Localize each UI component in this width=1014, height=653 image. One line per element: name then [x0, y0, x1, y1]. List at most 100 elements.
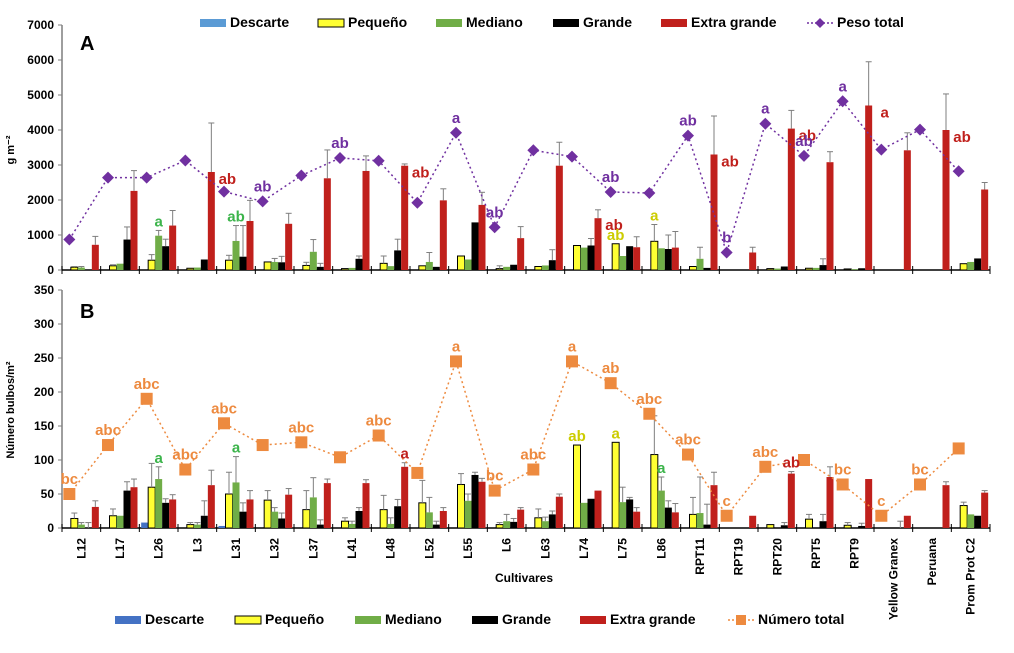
x-axis-title: Cultivares — [495, 571, 553, 585]
bar-grande — [703, 524, 711, 528]
bar-peque-o — [534, 517, 543, 529]
marker-square — [140, 392, 153, 405]
bar-extra-grande — [401, 466, 409, 528]
bar-peque-o — [263, 261, 272, 271]
bar-mediano — [580, 247, 588, 270]
marker-square — [914, 478, 926, 491]
x-tick-label: L52 — [422, 538, 436, 559]
significance-label: c — [877, 493, 885, 510]
marker-square — [488, 484, 501, 497]
bar-extra-grande — [207, 172, 215, 270]
x-tick-label: L6 — [500, 538, 514, 552]
bar-mediano — [503, 266, 511, 270]
marker-square — [566, 355, 578, 368]
marker-square — [256, 439, 269, 452]
significance-label: ab — [227, 209, 245, 226]
bar-extra-grande — [710, 485, 718, 528]
legend-swatch-extra-grande — [580, 616, 606, 624]
bar-mediano — [851, 269, 859, 270]
bar-peque-o — [186, 267, 195, 271]
bar-extra-grande — [787, 128, 795, 270]
legend-swatch-mediano — [355, 616, 381, 624]
significance-label: ab — [412, 165, 430, 182]
x-tick-label: L41 — [345, 538, 359, 559]
significance-label: abc — [752, 444, 778, 461]
bar-extra-grande — [169, 225, 177, 270]
marker-square — [798, 454, 810, 466]
x-tick-label: L31 — [229, 538, 243, 559]
bar-extra-grande — [91, 506, 99, 528]
significance-label: ab — [605, 217, 623, 234]
x-tick-label: L12 — [74, 538, 88, 559]
significance-label: a — [838, 78, 847, 95]
bar-peque-o — [70, 266, 79, 271]
bar-extra-grande — [246, 221, 254, 270]
bar-mediano — [696, 258, 704, 270]
significance-label: ab — [254, 178, 272, 195]
significance-label: a — [761, 101, 770, 118]
significance-label: ab — [795, 133, 813, 150]
marker-square — [450, 355, 462, 368]
bar-grande — [123, 239, 131, 270]
marker-diamond — [450, 126, 462, 139]
bar-peque-o — [843, 524, 852, 529]
bar-mediano — [271, 261, 279, 270]
bar-grande — [626, 246, 634, 270]
bar-grande — [858, 525, 866, 528]
significance-label: ab — [568, 428, 586, 445]
bar-mediano — [464, 500, 472, 528]
bar-extra-grande — [323, 483, 331, 528]
marker-diamond — [179, 154, 192, 167]
bar-extra-grande — [246, 499, 254, 528]
bar-extra-grande — [671, 512, 679, 528]
x-tick-label: RPT11 — [693, 538, 707, 575]
significance-label: a — [452, 338, 461, 355]
bar-extra-grande — [285, 223, 293, 270]
marker-diamond — [527, 144, 540, 157]
bar-mediano — [77, 267, 85, 270]
bar-extra-grande — [594, 218, 602, 270]
significance-label: bc — [486, 468, 504, 485]
bar-extra-grande — [865, 105, 873, 270]
bar-peque-o — [766, 268, 775, 271]
bar-peque-o — [379, 509, 388, 529]
bar-mediano — [348, 267, 356, 270]
bar-grande — [858, 268, 866, 270]
bar-peque-o — [109, 265, 117, 271]
bar-extra-grande — [362, 483, 370, 528]
bar-peque-o — [457, 483, 465, 529]
marker-diamond — [643, 187, 656, 199]
significance-label: abc — [211, 400, 237, 417]
bar-peque-o — [611, 243, 620, 271]
y-tick-label: 2000 — [27, 193, 54, 207]
legend-diamond-icon — [815, 18, 825, 28]
x-tick-label: RPT19 — [732, 538, 746, 576]
bar-extra-grande — [130, 190, 138, 270]
bar-peque-o — [959, 505, 968, 529]
bar-grande — [200, 515, 208, 528]
legend-swatch-descarte — [200, 19, 226, 27]
significance-label: abc — [636, 391, 662, 408]
x-tick-label: L17 — [113, 538, 127, 559]
bar-peque-o — [147, 259, 156, 271]
bar-peque-o — [689, 266, 697, 271]
marker-square — [295, 436, 308, 449]
bar-peque-o — [186, 524, 195, 529]
bar-mediano — [541, 521, 549, 528]
bar-extra-grande — [555, 496, 563, 528]
significance-label: a — [452, 110, 461, 127]
significance-label: ab — [953, 129, 971, 146]
legend-swatch-grande — [553, 19, 579, 27]
bar-extra-grande — [401, 165, 409, 270]
significance-label: a — [611, 425, 620, 442]
bar-mediano — [309, 251, 317, 270]
bar-peque-o — [495, 268, 504, 271]
bar-extra-grande — [710, 154, 718, 270]
legend-label: Peso total — [837, 14, 904, 30]
panel-b: 0 50 100 150 200 250 300 350 B Número bulbos/m² bc… — [5, 283, 991, 535]
bar-extra-grande — [633, 247, 641, 270]
bar-grande — [548, 514, 556, 528]
legend-label: Grande — [583, 14, 632, 30]
bar-extra-grande — [942, 485, 950, 528]
bar-extra-grande — [749, 252, 757, 270]
